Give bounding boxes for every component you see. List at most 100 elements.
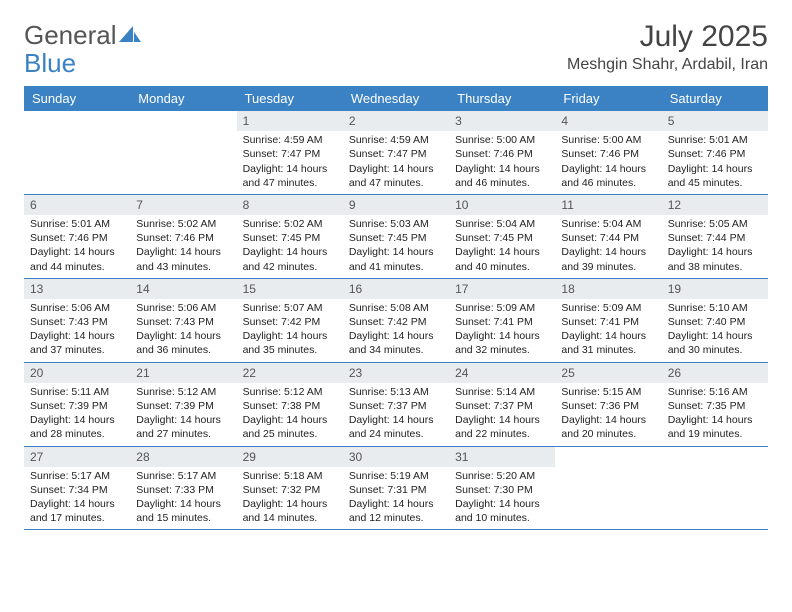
calendar-day-cell: 30Sunrise: 5:19 AMSunset: 7:31 PMDayligh…	[343, 446, 449, 530]
calendar-day-cell: 15Sunrise: 5:07 AMSunset: 7:42 PMDayligh…	[237, 278, 343, 362]
day-content: Sunrise: 5:20 AMSunset: 7:30 PMDaylight:…	[449, 467, 555, 530]
sunset-text: Sunset: 7:35 PM	[668, 399, 762, 413]
calendar-day-cell: 25Sunrise: 5:15 AMSunset: 7:36 PMDayligh…	[555, 362, 661, 446]
calendar-day-cell: 13Sunrise: 5:06 AMSunset: 7:43 PMDayligh…	[24, 278, 130, 362]
calendar-day-cell: 29Sunrise: 5:18 AMSunset: 7:32 PMDayligh…	[237, 446, 343, 530]
day-number: 29	[237, 447, 343, 467]
daylight-text: Daylight: 14 hours and 37 minutes.	[30, 329, 124, 357]
day-number: 3	[449, 111, 555, 131]
daylight-text: Daylight: 14 hours and 47 minutes.	[349, 162, 443, 190]
sunrise-text: Sunrise: 5:08 AM	[349, 301, 443, 315]
title-block: July 2025 Meshgin Shahr, Ardabil, Iran	[567, 20, 768, 74]
sunrise-text: Sunrise: 5:16 AM	[668, 385, 762, 399]
sunrise-text: Sunrise: 5:13 AM	[349, 385, 443, 399]
sunrise-text: Sunrise: 5:14 AM	[455, 385, 549, 399]
calendar-day-cell: 5Sunrise: 5:01 AMSunset: 7:46 PMDaylight…	[662, 111, 768, 194]
sunrise-text: Sunrise: 5:18 AM	[243, 469, 337, 483]
day-number: 31	[449, 447, 555, 467]
calendar-week-row: 6Sunrise: 5:01 AMSunset: 7:46 PMDaylight…	[24, 194, 768, 278]
day-number: 30	[343, 447, 449, 467]
logo-text-2: Blue	[24, 48, 76, 79]
sunset-text: Sunset: 7:37 PM	[455, 399, 549, 413]
weekday-header: Thursday	[449, 86, 555, 111]
day-number: 15	[237, 279, 343, 299]
calendar-day-cell: 16Sunrise: 5:08 AMSunset: 7:42 PMDayligh…	[343, 278, 449, 362]
daylight-text: Daylight: 14 hours and 46 minutes.	[561, 162, 655, 190]
sunset-text: Sunset: 7:46 PM	[561, 147, 655, 161]
calendar-day-cell: .	[555, 446, 661, 530]
logo-sail-icon	[119, 20, 141, 51]
daylight-text: Daylight: 14 hours and 14 minutes.	[243, 497, 337, 525]
day-content: Sunrise: 5:06 AMSunset: 7:43 PMDaylight:…	[130, 299, 236, 362]
sunrise-text: Sunrise: 5:20 AM	[455, 469, 549, 483]
sunset-text: Sunset: 7:41 PM	[561, 315, 655, 329]
daylight-text: Daylight: 14 hours and 22 minutes.	[455, 413, 549, 441]
day-number: 13	[24, 279, 130, 299]
sunset-text: Sunset: 7:45 PM	[349, 231, 443, 245]
daylight-text: Daylight: 14 hours and 27 minutes.	[136, 413, 230, 441]
day-number: 9	[343, 195, 449, 215]
day-content: Sunrise: 5:04 AMSunset: 7:44 PMDaylight:…	[555, 215, 661, 278]
sunset-text: Sunset: 7:31 PM	[349, 483, 443, 497]
day-content: Sunrise: 5:16 AMSunset: 7:35 PMDaylight:…	[662, 383, 768, 446]
sunset-text: Sunset: 7:45 PM	[243, 231, 337, 245]
calendar-day-cell: 23Sunrise: 5:13 AMSunset: 7:37 PMDayligh…	[343, 362, 449, 446]
day-number: 20	[24, 363, 130, 383]
sunset-text: Sunset: 7:45 PM	[455, 231, 549, 245]
logo: General	[24, 20, 141, 51]
calendar-day-cell: 12Sunrise: 5:05 AMSunset: 7:44 PMDayligh…	[662, 194, 768, 278]
calendar-day-cell: 2Sunrise: 4:59 AMSunset: 7:47 PMDaylight…	[343, 111, 449, 194]
daylight-text: Daylight: 14 hours and 10 minutes.	[455, 497, 549, 525]
day-content: Sunrise: 5:07 AMSunset: 7:42 PMDaylight:…	[237, 299, 343, 362]
calendar-week-row: 20Sunrise: 5:11 AMSunset: 7:39 PMDayligh…	[24, 362, 768, 446]
day-number: 24	[449, 363, 555, 383]
daylight-text: Daylight: 14 hours and 38 minutes.	[668, 245, 762, 273]
day-number: 27	[24, 447, 130, 467]
day-content: Sunrise: 5:00 AMSunset: 7:46 PMDaylight:…	[449, 131, 555, 194]
day-content: Sunrise: 5:13 AMSunset: 7:37 PMDaylight:…	[343, 383, 449, 446]
calendar-day-cell: .	[662, 446, 768, 530]
sunset-text: Sunset: 7:46 PM	[136, 231, 230, 245]
sunrise-text: Sunrise: 5:03 AM	[349, 217, 443, 231]
daylight-text: Daylight: 14 hours and 42 minutes.	[243, 245, 337, 273]
location: Meshgin Shahr, Ardabil, Iran	[567, 56, 768, 74]
daylight-text: Daylight: 14 hours and 20 minutes.	[561, 413, 655, 441]
day-content: Sunrise: 5:15 AMSunset: 7:36 PMDaylight:…	[555, 383, 661, 446]
sunrise-text: Sunrise: 5:06 AM	[136, 301, 230, 315]
day-content: Sunrise: 5:12 AMSunset: 7:39 PMDaylight:…	[130, 383, 236, 446]
calendar-day-cell: .	[24, 111, 130, 194]
daylight-text: Daylight: 14 hours and 30 minutes.	[668, 329, 762, 357]
calendar-day-cell: 22Sunrise: 5:12 AMSunset: 7:38 PMDayligh…	[237, 362, 343, 446]
sunrise-text: Sunrise: 5:09 AM	[455, 301, 549, 315]
day-content: Sunrise: 5:18 AMSunset: 7:32 PMDaylight:…	[237, 467, 343, 530]
sunset-text: Sunset: 7:33 PM	[136, 483, 230, 497]
daylight-text: Daylight: 14 hours and 46 minutes.	[455, 162, 549, 190]
sunrise-text: Sunrise: 5:11 AM	[30, 385, 124, 399]
logo-text-1: General	[24, 20, 117, 51]
day-number: 22	[237, 363, 343, 383]
sunrise-text: Sunrise: 5:02 AM	[243, 217, 337, 231]
weekday-header: Friday	[555, 86, 661, 111]
weekday-header: Monday	[130, 86, 236, 111]
sunrise-text: Sunrise: 5:17 AM	[30, 469, 124, 483]
day-number: 10	[449, 195, 555, 215]
day-number: 18	[555, 279, 661, 299]
day-number: 7	[130, 195, 236, 215]
day-content: Sunrise: 5:09 AMSunset: 7:41 PMDaylight:…	[449, 299, 555, 362]
sunrise-text: Sunrise: 5:06 AM	[30, 301, 124, 315]
month-title: July 2025	[567, 20, 768, 54]
day-content: Sunrise: 5:10 AMSunset: 7:40 PMDaylight:…	[662, 299, 768, 362]
day-number: 25	[555, 363, 661, 383]
sunset-text: Sunset: 7:43 PM	[136, 315, 230, 329]
sunrise-text: Sunrise: 4:59 AM	[243, 133, 337, 147]
calendar-day-cell: 6Sunrise: 5:01 AMSunset: 7:46 PMDaylight…	[24, 194, 130, 278]
sunset-text: Sunset: 7:47 PM	[349, 147, 443, 161]
day-number: 6	[24, 195, 130, 215]
sunrise-text: Sunrise: 5:10 AM	[668, 301, 762, 315]
calendar-day-cell: 27Sunrise: 5:17 AMSunset: 7:34 PMDayligh…	[24, 446, 130, 530]
daylight-text: Daylight: 14 hours and 17 minutes.	[30, 497, 124, 525]
sunset-text: Sunset: 7:46 PM	[30, 231, 124, 245]
calendar-week-row: 13Sunrise: 5:06 AMSunset: 7:43 PMDayligh…	[24, 278, 768, 362]
calendar-day-cell: 8Sunrise: 5:02 AMSunset: 7:45 PMDaylight…	[237, 194, 343, 278]
daylight-text: Daylight: 14 hours and 25 minutes.	[243, 413, 337, 441]
